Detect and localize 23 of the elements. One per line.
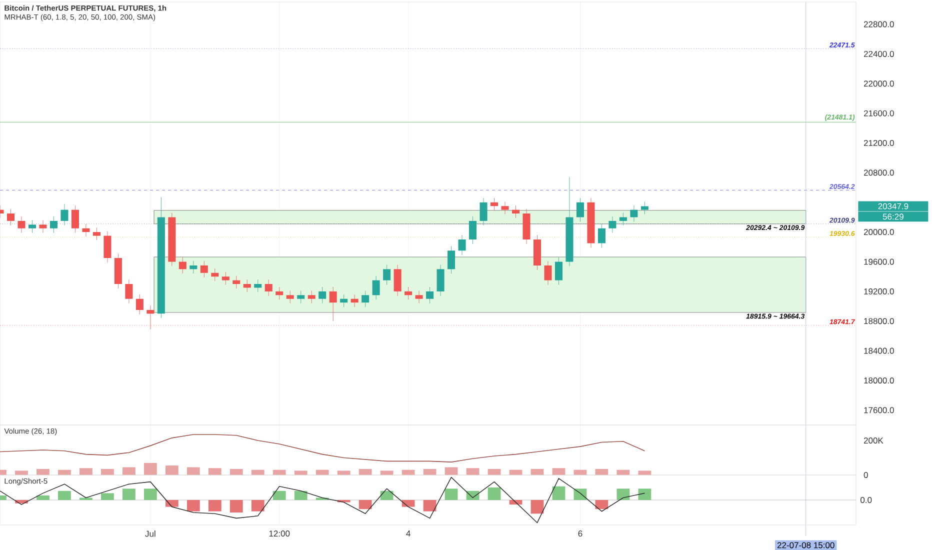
x-tick-label: Jul <box>145 530 156 537</box>
y-tick-label: 21200.0 <box>864 140 894 146</box>
text: 56:29 <box>882 214 904 220</box>
ref-line-label: 22-07-08 15:00 <box>777 542 834 548</box>
y-tick-label: 22400.0 <box>864 50 894 57</box>
y-tick-label: 20000.0 <box>864 229 894 236</box>
x-tick-label: 12:00 <box>269 530 290 537</box>
y-tick-label: 18800.0 <box>864 318 894 324</box>
y-tick-label: 22800.0 <box>864 21 894 28</box>
y-tick-label: 22000.0 <box>864 80 894 87</box>
y-tick-label: 19600.0 <box>864 258 894 265</box>
y-tick-label: 17600.0 <box>864 407 894 414</box>
y-tick-label: 21600.0 <box>864 110 894 116</box>
x-tick-label: 4 <box>406 530 410 536</box>
y-tick-label: 200K <box>864 438 884 444</box>
x-tick-label: 6 <box>578 530 582 537</box>
text: 20347.9 <box>878 203 908 210</box>
annotation: 0.0 <box>860 497 872 504</box>
y-tick-label: 18400.0 <box>864 348 894 354</box>
y-tick-label: 19200.0 <box>864 288 894 294</box>
y-tick-label: 18000.0 <box>864 377 894 384</box>
y-tick-label: 20800.0 <box>864 170 894 176</box>
y-tick-label: 0 <box>864 472 868 478</box>
